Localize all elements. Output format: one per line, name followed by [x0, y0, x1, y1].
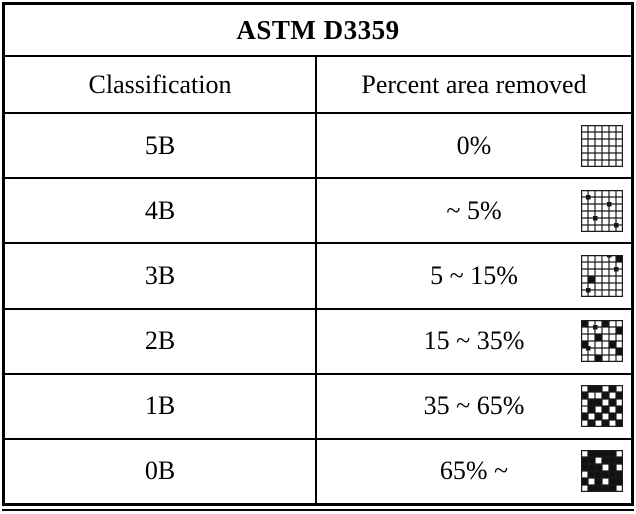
- percent-value: ~ 5%: [446, 195, 502, 225]
- percent-value: 5 ~ 15%: [430, 260, 518, 290]
- column-header-classification: Classification: [5, 57, 317, 112]
- percent-cell: 0%: [317, 114, 631, 177]
- table-row: 2B 15 ~ 35%: [5, 309, 631, 375]
- table-row: 4B ~ 5%: [5, 179, 631, 245]
- percent-cell: ~ 5%: [317, 179, 631, 242]
- percent-value: 15 ~ 35%: [423, 326, 525, 356]
- classification-cell: 3B: [5, 244, 317, 308]
- percent-value: 35 ~ 65%: [423, 391, 525, 421]
- percent-cell: 35 ~ 65%: [317, 375, 631, 438]
- classification-cell: 5B: [5, 114, 317, 178]
- classification-cell: 2B: [5, 309, 317, 373]
- column-header-percent-area-removed: Percent area removed: [361, 69, 587, 99]
- table-header-row: Classification Percent area removed: [5, 57, 631, 114]
- percent-cell: 5 ~ 15%: [317, 244, 631, 307]
- percent-value: 0%: [456, 130, 492, 160]
- table-row: 5B 0%: [5, 114, 631, 180]
- crosshatch-grid-icon: [581, 385, 623, 428]
- crosshatch-grid-icon: [581, 320, 623, 363]
- crosshatch-grid-icon: [581, 254, 623, 297]
- classification-cell: 4B: [5, 179, 317, 243]
- percent-cell: 65% ~: [317, 440, 631, 503]
- table-row: 3B 5 ~ 15%: [5, 244, 631, 310]
- classification-cell: 0B: [5, 439, 317, 504]
- percent-value: 65% ~: [439, 456, 509, 486]
- crosshatch-grid-icon: [581, 450, 623, 493]
- classification-cell: 1B: [5, 374, 317, 438]
- percent-cell: 15 ~ 35%: [317, 310, 631, 373]
- table-title: ASTM D3359: [5, 5, 631, 57]
- table-row: 0B 65% ~: [5, 439, 631, 504]
- crosshatch-grid-icon: [581, 189, 623, 232]
- crosshatch-grid-icon: [581, 124, 623, 167]
- table-row: 1B 35 ~ 65%: [5, 374, 631, 440]
